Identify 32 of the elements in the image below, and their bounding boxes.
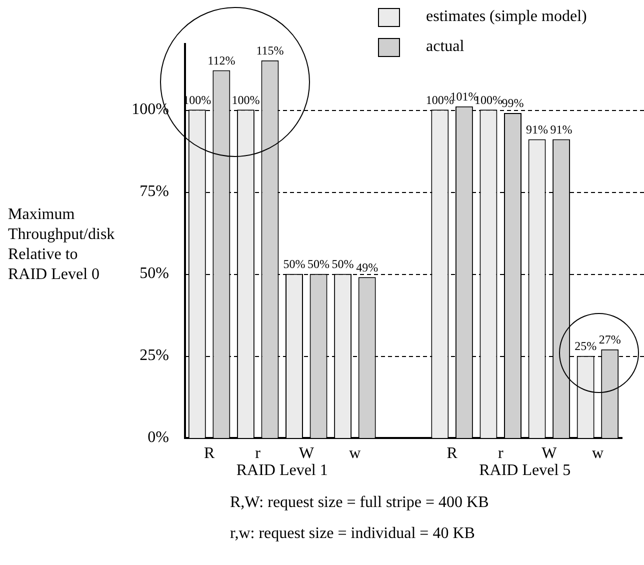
text: r,w: request size = individual = 40 KB <box>230 525 475 543</box>
x-tick-label: R <box>446 444 458 462</box>
data-label: 50% <box>332 256 354 271</box>
x-tick-label: R <box>204 444 215 462</box>
data-label: 91% <box>550 122 572 136</box>
y-axis-title: Maximum Throughput/disk Relative to RAID Level 0 <box>8 205 116 285</box>
data-label: 50% <box>308 256 330 271</box>
y-tick-label: 25% <box>140 347 169 364</box>
data-label: 25% <box>574 339 597 354</box>
x-tick-label: r <box>255 444 262 462</box>
data-label: 99% <box>502 96 524 110</box>
data-label: 115% <box>256 44 284 58</box>
y-tick-label: 50% <box>140 265 169 282</box>
x-tick-label: W <box>542 444 558 462</box>
x-tick-label: r <box>498 444 504 462</box>
legend-label: actual <box>426 38 464 56</box>
y-tick-label: 75% <box>140 182 169 200</box>
text: RAID Level 5 <box>479 462 571 480</box>
text: R,W: request size = full stripe = 400 KB <box>230 494 489 512</box>
data-label: 100% <box>232 92 260 107</box>
x-tick-label: w <box>592 444 604 462</box>
data-label: 100% <box>183 92 212 107</box>
data-label: 49% <box>356 260 378 274</box>
text: RAID Level 1 <box>236 462 328 480</box>
data-label: 27% <box>598 332 621 347</box>
y-tick-label: 0% <box>148 429 169 446</box>
data-label: 112% <box>208 53 236 68</box>
data-label: 50% <box>283 256 306 271</box>
x-tick-label: W <box>298 444 315 462</box>
x-tick-label: w <box>349 444 362 462</box>
data-label: 91% <box>526 122 548 136</box>
legend-label: estimates (simple model) <box>426 8 587 26</box>
